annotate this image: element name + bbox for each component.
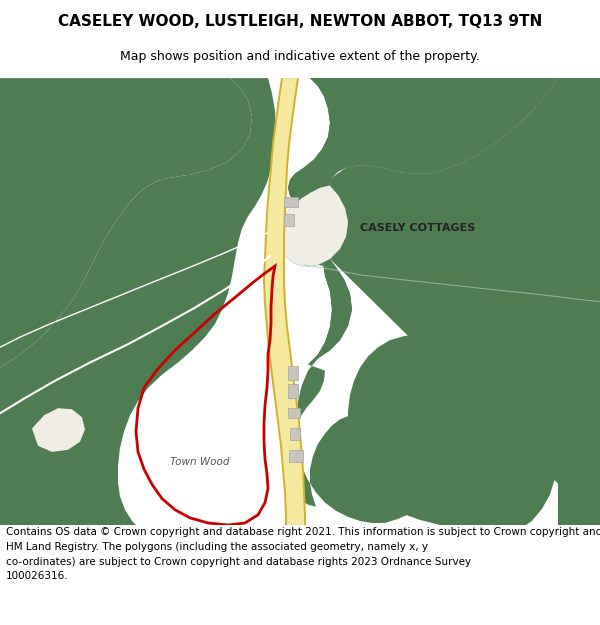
Bar bbox=[288, 384, 298, 398]
Text: CASELEY WOOD, LUSTLEIGH, NEWTON ABBOT, TQ13 9TN: CASELEY WOOD, LUSTLEIGH, NEWTON ABBOT, T… bbox=[58, 14, 542, 29]
Polygon shape bbox=[0, 78, 252, 368]
Polygon shape bbox=[265, 78, 304, 525]
Text: Map shows position and indicative extent of the property.: Map shows position and indicative extent… bbox=[120, 50, 480, 62]
Polygon shape bbox=[263, 78, 306, 525]
Text: Contains OS data © Crown copyright and database right 2021. This information is : Contains OS data © Crown copyright and d… bbox=[6, 527, 600, 581]
Bar bbox=[289, 450, 303, 462]
Text: CASELY COTTAGES: CASELY COTTAGES bbox=[360, 223, 475, 233]
Polygon shape bbox=[0, 78, 276, 535]
Polygon shape bbox=[288, 78, 558, 206]
Bar bbox=[284, 214, 294, 226]
Polygon shape bbox=[280, 186, 348, 267]
Bar bbox=[288, 366, 298, 380]
Polygon shape bbox=[288, 177, 440, 523]
Polygon shape bbox=[288, 78, 600, 525]
Polygon shape bbox=[280, 192, 352, 364]
Bar bbox=[288, 408, 300, 418]
Bar bbox=[290, 428, 300, 440]
Polygon shape bbox=[32, 408, 85, 452]
Polygon shape bbox=[330, 78, 600, 529]
Text: Town Wood: Town Wood bbox=[170, 457, 230, 467]
Bar bbox=[284, 197, 298, 207]
